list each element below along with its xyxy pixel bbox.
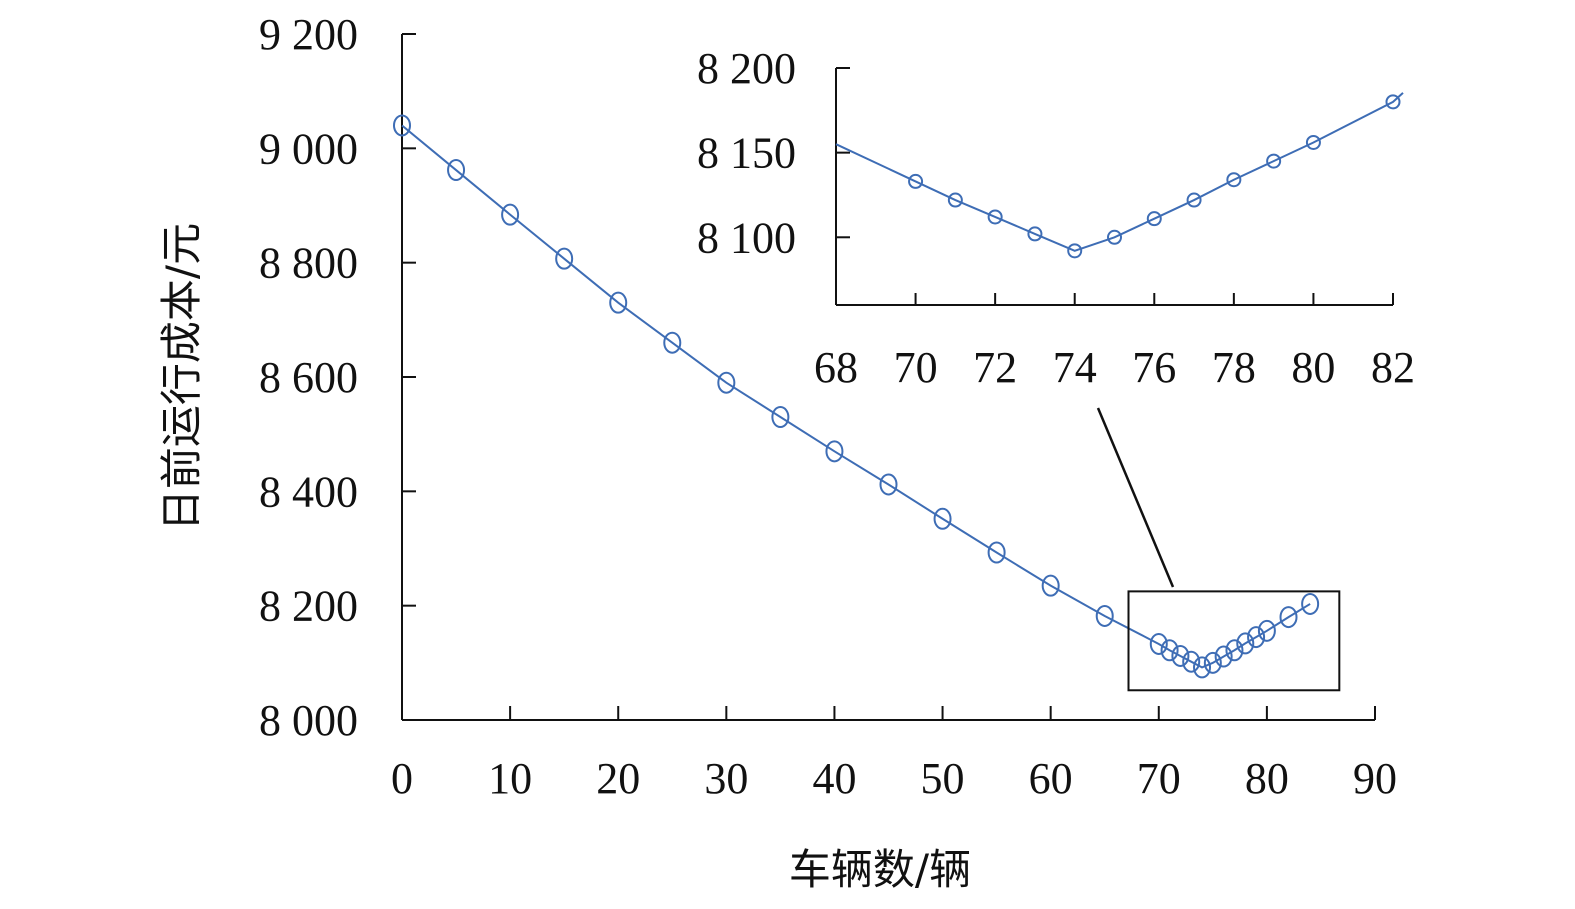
y-tick-label: 9 000	[259, 124, 358, 173]
inset-x-tick-label: 68	[814, 343, 858, 392]
y-axis-title: 日前运行成本/元	[157, 223, 206, 531]
data-point	[1149, 632, 1168, 655]
y-tick-label: 8 200	[259, 582, 358, 631]
inset-data-point	[947, 192, 963, 208]
data-point	[933, 507, 952, 530]
x-tick-label: 40	[812, 754, 856, 803]
inset-data-point	[1305, 134, 1321, 150]
inset-x-tick-label: 80	[1291, 343, 1335, 392]
y-tick-label: 8 000	[259, 696, 358, 745]
inset-data-point	[1107, 229, 1122, 245]
data-point	[1279, 606, 1298, 629]
data-point	[1160, 639, 1179, 662]
inset-data-point	[1146, 211, 1162, 227]
data-point	[501, 203, 520, 226]
data-point	[987, 541, 1006, 564]
x-tick-label: 60	[1029, 754, 1073, 803]
inset-x-tick-label: 82	[1371, 343, 1415, 392]
y-tick-label: 8 800	[259, 239, 358, 288]
data-point	[555, 247, 574, 270]
y-tick-label: 8 600	[259, 353, 358, 402]
data-point	[1236, 632, 1255, 655]
data-point	[447, 159, 466, 182]
inset-series-line	[835, 92, 1404, 252]
inset-data-point	[1266, 153, 1282, 169]
data-point	[1203, 651, 1222, 674]
inset-x-tick-label: 74	[1053, 343, 1097, 392]
inset-data-point	[1186, 192, 1202, 208]
inset-y-tick-label: 8 200	[697, 44, 796, 93]
data-point	[1095, 604, 1114, 627]
data-point	[1171, 644, 1190, 667]
inset-data-point	[908, 173, 924, 189]
data-point	[825, 440, 844, 463]
y-tick-label: 8 400	[259, 467, 358, 516]
x-tick-label: 10	[488, 754, 532, 803]
inset-x-tick-label: 72	[973, 343, 1017, 392]
x-axis-title: 车辆数/辆	[789, 845, 971, 894]
data-point	[1247, 626, 1266, 649]
x-tick-label: 30	[704, 754, 748, 803]
zoom-box	[1127, 590, 1341, 692]
y-tick-label: 9 200	[259, 10, 358, 59]
x-tick-label: 50	[921, 754, 965, 803]
inset-data-point	[987, 209, 1003, 225]
data-point	[1214, 645, 1233, 668]
x-tick-label: 70	[1137, 754, 1181, 803]
inset-y-tick-label: 8 150	[697, 129, 796, 178]
data-point	[717, 371, 736, 394]
callout-line	[1096, 407, 1175, 588]
inset-data-point	[1027, 226, 1043, 242]
data-point	[609, 291, 628, 314]
data-point	[1301, 592, 1320, 615]
inset-x-tick-label: 70	[894, 343, 938, 392]
inset-x-tick-label: 78	[1212, 343, 1256, 392]
inset-data-point	[1385, 94, 1401, 110]
data-point	[1041, 574, 1060, 597]
x-tick-label: 80	[1245, 754, 1289, 803]
data-point	[1257, 619, 1276, 642]
inset-data-point	[1226, 172, 1242, 188]
data-point	[663, 331, 682, 354]
inset-data-point	[1067, 243, 1083, 259]
data-point	[1225, 639, 1244, 662]
x-tick-label: 20	[596, 754, 640, 803]
x-tick-label: 0	[391, 754, 413, 803]
x-tick-label: 90	[1353, 754, 1397, 803]
data-point	[393, 114, 411, 137]
data-point	[771, 406, 790, 429]
data-point	[1182, 650, 1201, 673]
inset-y-tick-label: 8 100	[697, 213, 796, 262]
data-point	[1193, 656, 1212, 679]
inset-x-tick-label: 76	[1132, 343, 1176, 392]
data-point	[879, 473, 898, 496]
